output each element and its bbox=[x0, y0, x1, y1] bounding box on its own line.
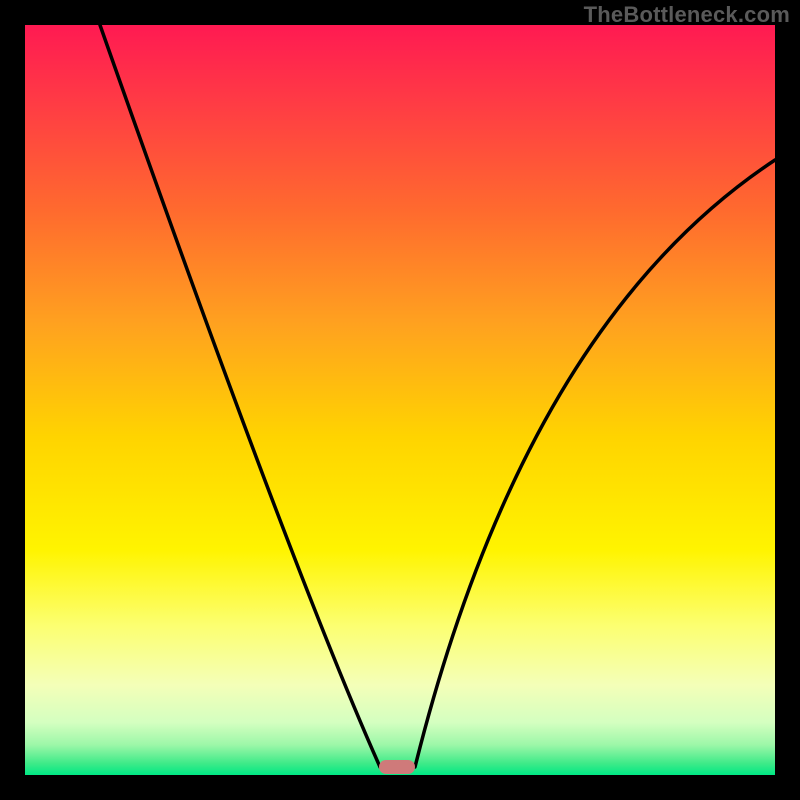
watermark-text: TheBottleneck.com bbox=[584, 2, 790, 28]
curve-right bbox=[415, 160, 775, 767]
plot-area bbox=[25, 25, 775, 775]
curve-left bbox=[100, 25, 380, 767]
frame-left bbox=[0, 0, 25, 800]
dip-marker bbox=[379, 760, 415, 774]
frame-right bbox=[775, 0, 800, 800]
frame-bottom bbox=[0, 775, 800, 800]
curves-svg bbox=[25, 25, 775, 775]
